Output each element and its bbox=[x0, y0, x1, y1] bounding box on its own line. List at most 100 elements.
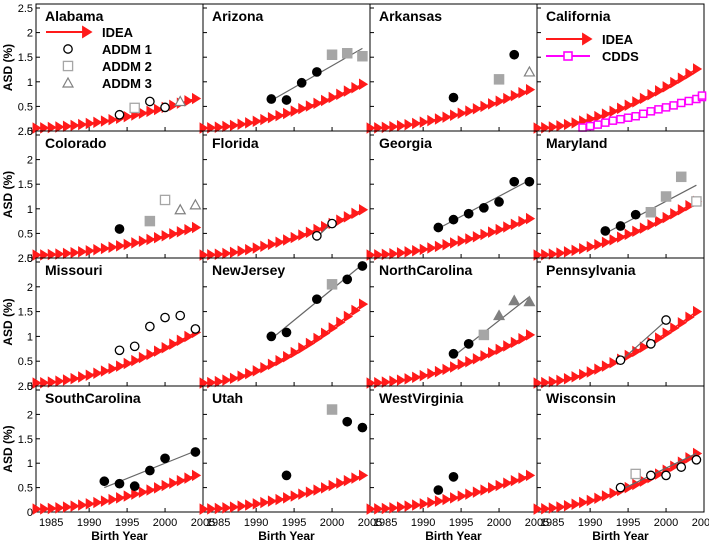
panel-title: Maryland bbox=[546, 135, 607, 151]
idea-point bbox=[366, 122, 376, 134]
x-tick-label: 2000 bbox=[153, 517, 177, 529]
idea-point bbox=[267, 495, 278, 507]
idea-point bbox=[40, 122, 50, 134]
idea-point bbox=[396, 374, 407, 386]
idea-point bbox=[237, 500, 247, 512]
y-tick-label: 2.5 bbox=[18, 3, 33, 15]
panel-title: Wisconsin bbox=[546, 390, 616, 406]
idea-point bbox=[366, 377, 376, 389]
idea-point bbox=[32, 377, 42, 389]
addm1-point bbox=[129, 341, 140, 352]
idea-point bbox=[138, 486, 149, 498]
y-tick-label: 1.5 bbox=[18, 434, 33, 446]
addm1-point bbox=[281, 470, 292, 481]
idea-point bbox=[412, 117, 422, 130]
idea-point bbox=[396, 120, 407, 132]
addm3-point bbox=[189, 198, 202, 210]
y-tick-label: 1 bbox=[27, 458, 33, 470]
addm1-point bbox=[160, 102, 170, 113]
idea-point bbox=[488, 346, 498, 359]
idea-point bbox=[184, 223, 194, 236]
idea-point bbox=[123, 110, 133, 123]
idea-point bbox=[229, 119, 240, 132]
cdds-point bbox=[608, 116, 618, 125]
addm1-point bbox=[448, 348, 459, 359]
idea-point bbox=[404, 373, 414, 385]
y-tick-label: 0 bbox=[27, 126, 33, 138]
idea-point bbox=[601, 490, 612, 502]
idea-point bbox=[70, 372, 80, 385]
x-tick-label: 1985 bbox=[206, 517, 230, 529]
x-tick-label: 1990 bbox=[411, 517, 435, 529]
idea-point bbox=[184, 95, 194, 107]
idea-point bbox=[525, 83, 536, 96]
y-tick-label: 0 bbox=[27, 253, 33, 265]
idea-point bbox=[556, 120, 566, 132]
idea-point bbox=[472, 353, 483, 365]
idea-point bbox=[123, 490, 133, 502]
idea-point bbox=[252, 115, 262, 128]
y-tick-label: 0.5 bbox=[18, 228, 33, 240]
idea-point bbox=[100, 115, 111, 127]
idea-point bbox=[525, 469, 536, 482]
idea-point bbox=[677, 72, 687, 84]
idea-point bbox=[457, 235, 467, 247]
y-tick-label: 0 bbox=[27, 381, 33, 393]
addm1-point bbox=[646, 338, 656, 349]
idea-point bbox=[563, 500, 574, 512]
idea-point bbox=[85, 498, 95, 510]
idea-point bbox=[229, 372, 240, 385]
y-axis-label: ASD (%) bbox=[1, 44, 15, 91]
idea-point bbox=[55, 375, 65, 387]
idea-point bbox=[434, 365, 445, 378]
idea-point bbox=[571, 117, 581, 129]
idea-point bbox=[55, 121, 65, 133]
addm1-point bbox=[661, 470, 671, 481]
panel-title: Pennsylvania bbox=[546, 262, 636, 278]
idea-point bbox=[480, 100, 490, 113]
idea-point bbox=[184, 330, 194, 343]
idea-point bbox=[571, 244, 581, 257]
addm1-point bbox=[175, 310, 186, 321]
idea-point bbox=[450, 237, 460, 249]
addm1-point bbox=[676, 462, 687, 472]
idea-point bbox=[62, 374, 73, 386]
addm1-point bbox=[433, 222, 444, 233]
idea-point bbox=[677, 317, 687, 329]
idea-point bbox=[207, 503, 217, 515]
idea-point bbox=[351, 304, 361, 317]
idea-point bbox=[267, 238, 278, 251]
idea-point bbox=[336, 88, 346, 101]
legend-label: CDDS bbox=[602, 49, 639, 64]
x-axis-label: Birth Year bbox=[91, 529, 148, 543]
idea-point bbox=[609, 234, 619, 246]
idea-point bbox=[275, 109, 285, 122]
idea-point bbox=[389, 247, 399, 260]
idea-point bbox=[108, 113, 118, 126]
y-tick-label: 2 bbox=[27, 28, 33, 40]
idea-point bbox=[609, 487, 619, 500]
idea-point bbox=[358, 298, 369, 310]
addm2-point bbox=[630, 468, 641, 480]
idea-point bbox=[442, 493, 452, 506]
y-tick-label: 1 bbox=[27, 77, 33, 89]
idea-point bbox=[222, 502, 232, 514]
idea-point bbox=[495, 343, 505, 356]
addm1-point bbox=[463, 338, 474, 349]
addm1-point bbox=[312, 67, 322, 77]
addm1-point bbox=[190, 324, 201, 334]
idea-point bbox=[305, 337, 316, 350]
idea-point bbox=[685, 311, 695, 324]
idea-point bbox=[617, 231, 627, 243]
idea-point bbox=[586, 494, 596, 507]
idea-point bbox=[381, 248, 391, 261]
addm2-point bbox=[660, 191, 672, 202]
idea-point bbox=[55, 248, 65, 260]
panel-title: Missouri bbox=[45, 262, 103, 278]
idea-point bbox=[692, 305, 703, 318]
idea-point bbox=[47, 502, 57, 515]
x-tick-label: 2005 bbox=[692, 517, 709, 529]
x-tick-label: 1995 bbox=[282, 517, 306, 529]
legend-idea-marker bbox=[82, 25, 93, 39]
addm2-point bbox=[129, 102, 140, 114]
